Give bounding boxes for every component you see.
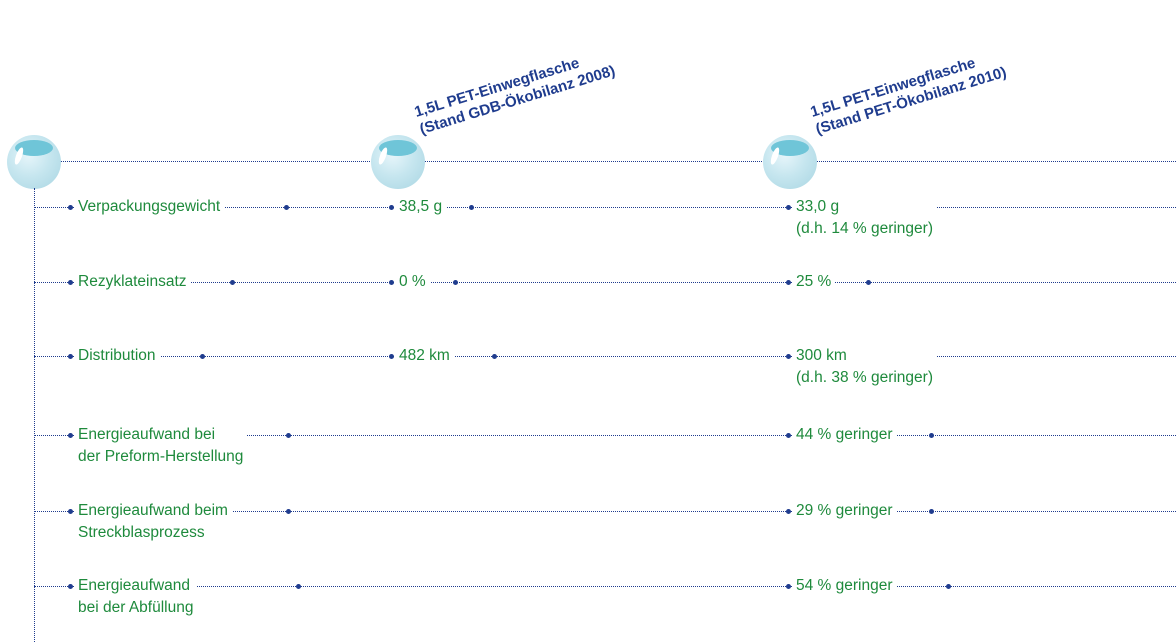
connector-dot <box>785 433 791 438</box>
value-2010: 25 % <box>792 271 836 293</box>
value-2010-line: 33,0 g <box>796 198 840 215</box>
connector-dot <box>928 433 934 438</box>
connector-dot <box>67 354 73 359</box>
value-2010-line: 300 km <box>796 347 847 364</box>
vertical-spine <box>34 188 35 642</box>
connector-dot <box>295 584 301 589</box>
connector-dot <box>785 509 791 514</box>
row-label: Energieaufwand bei der Preform-Herstellu… <box>74 424 248 468</box>
value-2010-line: 25 % <box>796 273 832 290</box>
connector-dot <box>388 205 394 210</box>
connector-dot <box>928 509 934 514</box>
row-label-line: Energieaufwand <box>78 577 191 594</box>
value-2010-note: (d.h. 14 % geringer) <box>796 220 933 237</box>
row-label-line: Verpackungsgewicht <box>78 198 221 215</box>
value-2010-line: 44 % geringer <box>796 426 893 443</box>
row-label-line: Streckblasprozess <box>78 524 205 541</box>
value-2010: 300 km (d.h. 38 % geringer) <box>792 345 937 389</box>
row-label: Energieaufwand beim Streckblasprozess <box>74 500 232 544</box>
row-line <box>34 356 1176 357</box>
connector-dot <box>785 280 791 285</box>
connector-dot <box>785 584 791 589</box>
value-2008: 0 % <box>395 271 430 293</box>
connector-dot <box>785 354 791 359</box>
connector-dot <box>388 280 394 285</box>
value-2010: 29 % geringer <box>792 500 897 522</box>
row-label: Rezyklateinsatz <box>74 271 191 293</box>
row-line <box>34 511 1176 512</box>
row-label: Verpackungsgewicht <box>74 196 225 218</box>
connector-dot <box>865 280 871 285</box>
value-2010: 54 % geringer <box>792 575 897 597</box>
value-2010-note: (d.h. 38 % geringer) <box>796 369 933 386</box>
row-label: Energieaufwand bei der Abfüllung <box>74 575 198 619</box>
row-label-line: Energieaufwand beim <box>78 502 228 519</box>
connector-dot <box>67 433 73 438</box>
row-label-line: bei der Abfüllung <box>78 599 194 616</box>
header-line <box>60 161 1176 162</box>
row-line <box>34 282 1176 283</box>
row-line <box>34 207 1176 208</box>
row-label: Distribution <box>74 345 160 367</box>
connector-dot <box>945 584 951 589</box>
connector-dot <box>285 509 291 514</box>
connector-dot <box>491 354 497 359</box>
connector-dot <box>229 280 235 285</box>
connector-dot <box>388 354 394 359</box>
row-label-line: der Preform-Herstellung <box>78 448 244 465</box>
connector-dot <box>283 205 289 210</box>
value-2010-line: 54 % geringer <box>796 577 893 594</box>
connector-dot <box>67 280 73 285</box>
value-2008: 38,5 g <box>395 196 447 218</box>
row-label-line: Energieaufwand bei <box>78 426 216 443</box>
row-line <box>34 586 1176 587</box>
value-2010-line: 29 % geringer <box>796 502 893 519</box>
value-2010: 44 % geringer <box>792 424 897 446</box>
column-heading-2008: 1,5L PET-Einwegflasche (Stand GDB-Ökobil… <box>412 45 617 139</box>
bottle-bubble-icon <box>7 135 61 189</box>
bottle-bubble-icon <box>763 135 817 189</box>
connector-dot <box>785 205 791 210</box>
value-2008: 482 km <box>395 345 454 367</box>
value-2010: 33,0 g (d.h. 14 % geringer) <box>792 196 937 240</box>
row-label-line: Distribution <box>78 347 156 364</box>
connector-dot <box>67 509 73 514</box>
row-label-line: Rezyklateinsatz <box>78 273 187 290</box>
bottle-bubble-icon <box>371 135 425 189</box>
column-heading-2010: 1,5L PET-Einwegflasche (Stand PET-Ökobil… <box>808 47 1008 139</box>
row-line <box>34 435 1176 436</box>
connector-dot <box>199 354 205 359</box>
connector-dot <box>67 205 73 210</box>
connector-dot <box>452 280 458 285</box>
connector-dot <box>468 205 474 210</box>
connector-dot <box>67 584 73 589</box>
connector-dot <box>285 433 291 438</box>
